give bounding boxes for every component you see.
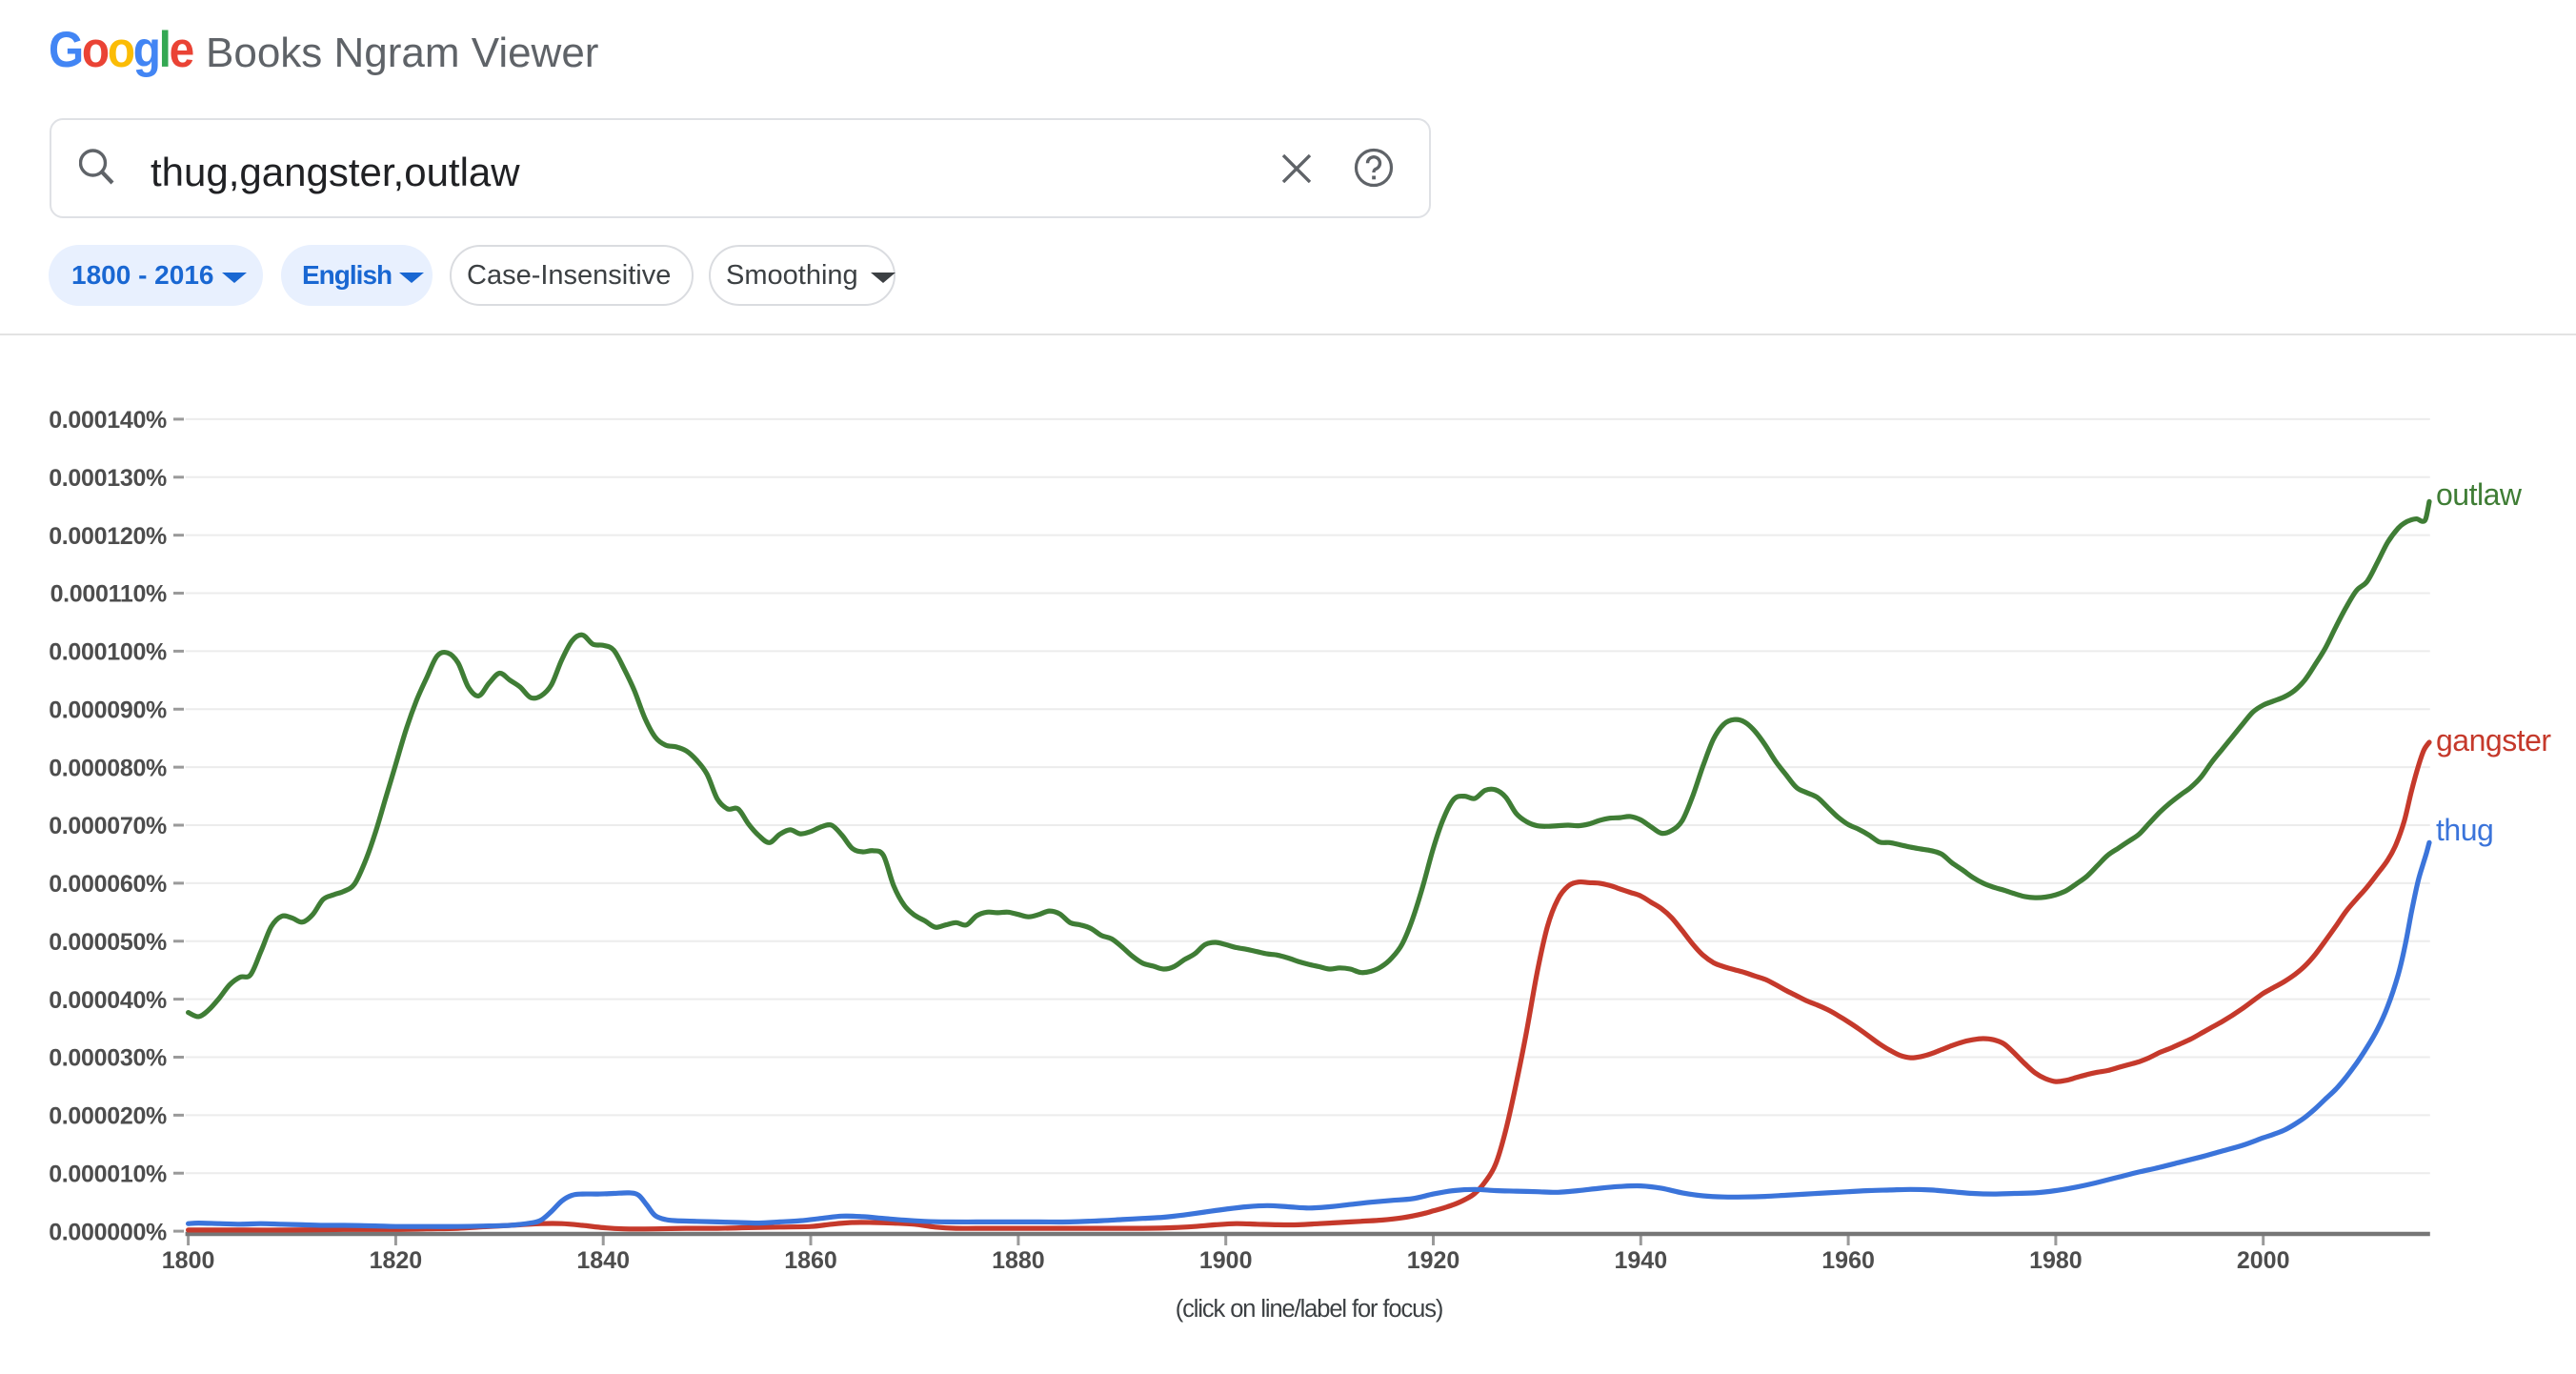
svg-text:1980: 1980 — [2029, 1247, 2083, 1274]
svg-text:1920: 1920 — [1407, 1247, 1460, 1274]
svg-text:0.000070%: 0.000070% — [49, 813, 167, 839]
svg-text:2000: 2000 — [2237, 1247, 2290, 1274]
svg-text:0.000100%: 0.000100% — [49, 639, 167, 666]
svg-text:0.000130%: 0.000130% — [49, 465, 167, 492]
svg-text:1860: 1860 — [784, 1247, 837, 1274]
svg-text:gangster: gangster — [2436, 723, 2551, 758]
svg-text:(click on line/label for focus: (click on line/label for focus) — [1176, 1296, 1443, 1323]
svg-text:0.000110%: 0.000110% — [50, 581, 167, 608]
svg-text:1820: 1820 — [370, 1247, 423, 1274]
svg-text:0.000000%: 0.000000% — [49, 1219, 167, 1245]
svg-text:0.000060%: 0.000060% — [49, 871, 167, 898]
svg-text:0.000040%: 0.000040% — [49, 987, 167, 1014]
svg-text:1880: 1880 — [992, 1247, 1045, 1274]
svg-text:0.000050%: 0.000050% — [49, 929, 167, 956]
svg-text:0.000030%: 0.000030% — [49, 1045, 167, 1072]
svg-text:1800: 1800 — [162, 1247, 215, 1274]
svg-text:0.000140%: 0.000140% — [49, 407, 167, 434]
svg-text:1900: 1900 — [1199, 1247, 1253, 1274]
svg-text:0.000090%: 0.000090% — [49, 697, 167, 723]
svg-text:0.000010%: 0.000010% — [49, 1161, 167, 1187]
svg-text:1960: 1960 — [1821, 1247, 1875, 1274]
svg-text:1840: 1840 — [576, 1247, 630, 1274]
svg-text:outlaw: outlaw — [2436, 477, 2523, 512]
svg-text:0.000020%: 0.000020% — [49, 1103, 167, 1130]
svg-text:1940: 1940 — [1614, 1247, 1667, 1274]
svg-text:0.000080%: 0.000080% — [49, 755, 167, 781]
svg-text:thug: thug — [2436, 813, 2493, 847]
svg-text:0.000120%: 0.000120% — [49, 523, 167, 550]
